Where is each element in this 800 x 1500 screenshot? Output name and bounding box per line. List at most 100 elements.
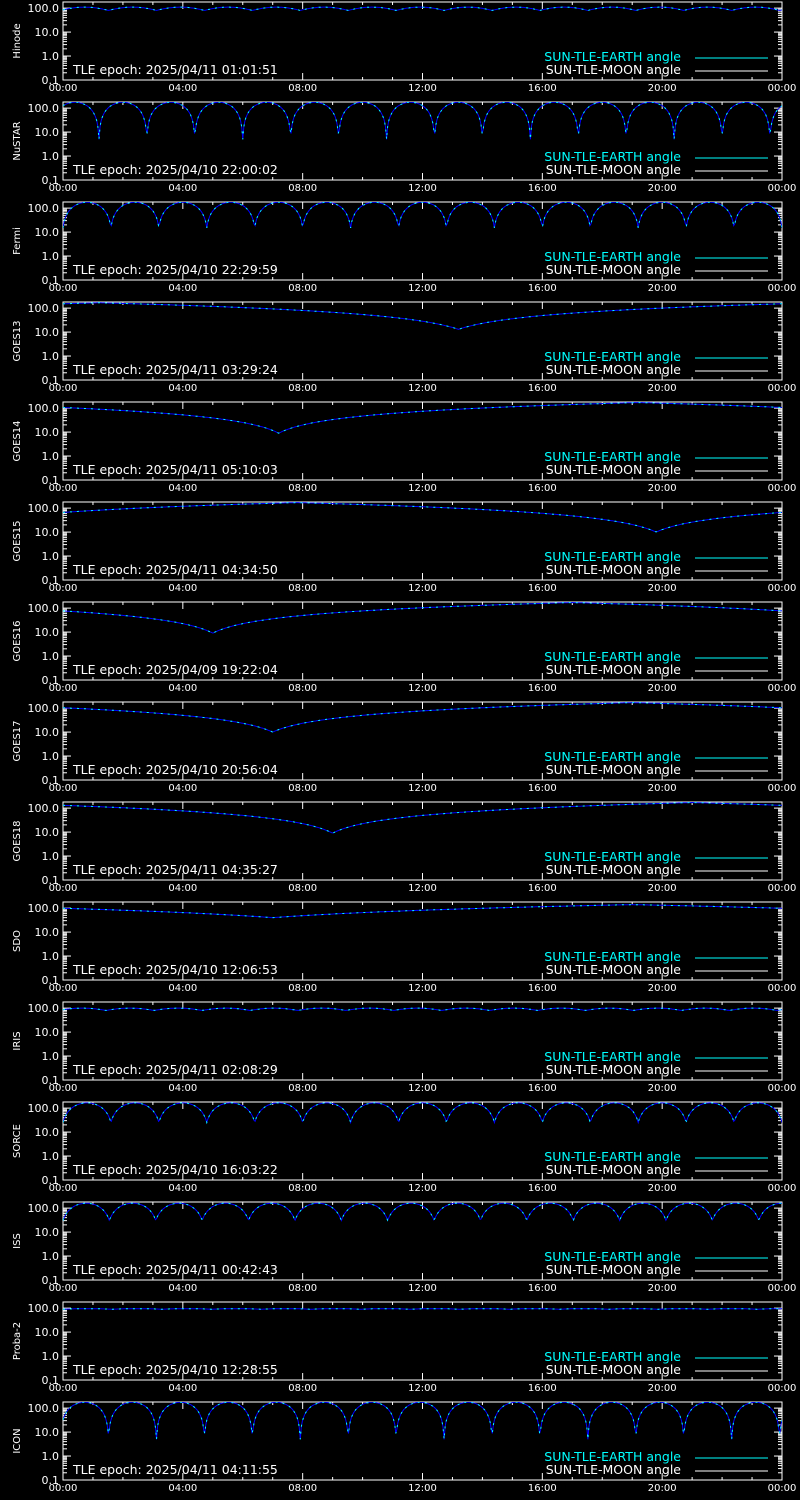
x-tick-label: 12:00 xyxy=(408,983,437,994)
y-tick-label: 0.1 xyxy=(42,1374,60,1387)
y-tick-label: 0.1 xyxy=(42,1074,60,1087)
sun-tle-earth-angle-line xyxy=(63,1402,782,1440)
x-tick-label: 04:00 xyxy=(168,783,197,794)
y-tick-label: 1.0 xyxy=(42,650,60,663)
x-tick-label: 20:00 xyxy=(648,483,677,494)
legend-earth-label: SUN-TLE-EARTH angle xyxy=(544,449,681,464)
x-tick-label: 04:00 xyxy=(168,83,197,94)
legend-moon-label: SUN-TLE-MOON angle xyxy=(546,562,682,577)
x-tick-label: 00:00 xyxy=(768,983,797,994)
y-tick-label: 10.0 xyxy=(35,726,60,739)
x-tick-label: 00:00 xyxy=(768,1183,797,1194)
y-tick-label: 0.1 xyxy=(42,974,60,987)
y-tick-label: 10.0 xyxy=(35,226,60,239)
y-tick-label: 10.0 xyxy=(35,826,60,839)
satellite-label: GOES13 xyxy=(12,320,23,361)
x-tick-label: 08:00 xyxy=(288,1483,317,1494)
tle-epoch-text: TLE epoch: 2025/04/11 02:08:29 xyxy=(72,1062,278,1077)
x-tick-label: 00:00 xyxy=(768,1383,797,1394)
x-tick-label: 00:00 xyxy=(49,1283,78,1294)
x-tick-label: 20:00 xyxy=(648,583,677,594)
legend-moon-label: SUN-TLE-MOON angle xyxy=(546,162,682,177)
x-tick-label: 04:00 xyxy=(168,583,197,594)
x-tick-label: 00:00 xyxy=(49,383,78,394)
y-tick-label: 100.0 xyxy=(28,102,60,115)
satellite-label: GOES15 xyxy=(12,520,23,561)
x-tick-label: 16:00 xyxy=(528,383,557,394)
legend-moon-label: SUN-TLE-MOON angle xyxy=(546,1362,682,1377)
satellite-label: GOES16 xyxy=(12,620,23,661)
y-tick-label: 0.1 xyxy=(42,874,60,887)
satellite-label: Fermi xyxy=(12,227,23,255)
x-tick-label: 04:00 xyxy=(168,1183,197,1194)
x-tick-label: 16:00 xyxy=(528,1383,557,1394)
y-tick-label: 0.1 xyxy=(42,1174,60,1187)
tle-epoch-text: TLE epoch: 2025/04/09 19:22:04 xyxy=(72,662,278,677)
x-tick-label: 08:00 xyxy=(288,583,317,594)
y-tick-label: 1.0 xyxy=(42,350,60,363)
y-tick-label: 0.1 xyxy=(42,274,60,287)
tle-epoch-text: TLE epoch: 2025/04/11 01:01:51 xyxy=(72,62,278,77)
y-tick-label: 10.0 xyxy=(35,526,60,539)
x-tick-label: 12:00 xyxy=(408,583,437,594)
satellite-panel-hinode: 100.010.01.00.100:00 04:00 08:00 12:00 16:00… xyxy=(12,1,796,94)
x-tick-label: 08:00 xyxy=(288,1183,317,1194)
x-tick-label: 12:00 xyxy=(408,1283,437,1294)
sun-tle-earth-angle-highlight xyxy=(63,6,782,11)
y-tick-label: 1.0 xyxy=(42,1050,60,1063)
x-tick-label: 16:00 xyxy=(528,183,557,194)
x-tick-label: 16:00 xyxy=(528,283,557,294)
x-tick-label: 08:00 xyxy=(288,383,317,394)
legend-moon-label: SUN-TLE-MOON angle xyxy=(546,1262,682,1277)
satellite-panel-iris: 100.010.01.00.100:00 04:00 08:00 12:00 16:00… xyxy=(12,1001,797,1094)
y-tick-label: 100.0 xyxy=(28,1002,60,1015)
sun-tle-earth-angle-highlight xyxy=(63,1007,782,1011)
y-tick-label: 0.1 xyxy=(42,474,60,487)
x-tick-label: 00:00 xyxy=(768,683,797,694)
x-tick-label: 12:00 xyxy=(408,683,437,694)
tle-epoch-text: TLE epoch: 2025/04/10 16:03:22 xyxy=(72,1162,278,1177)
legend-earth-label: SUN-TLE-EARTH angle xyxy=(544,649,681,664)
x-tick-label: 08:00 xyxy=(288,883,317,894)
satellite-panel-proba-2: 100.010.01.00.100:00 04:00 08:00 12:00 16:00… xyxy=(12,1301,797,1394)
y-tick-label: 100.0 xyxy=(28,1402,60,1415)
y-tick-label: 1.0 xyxy=(42,250,60,263)
legend-earth-label: SUN-TLE-EARTH angle xyxy=(544,1149,681,1164)
sun-tle-earth-angle-line xyxy=(63,102,782,140)
legend-moon-label: SUN-TLE-MOON angle xyxy=(546,1462,682,1477)
x-tick-label: 20:00 xyxy=(648,683,677,694)
x-tick-label: 00:00 xyxy=(49,1383,78,1394)
legend-earth-label: SUN-TLE-EARTH angle xyxy=(544,949,681,964)
x-tick-label: 00:00 xyxy=(49,983,78,994)
x-tick-label: 00:00 xyxy=(768,1083,797,1094)
y-tick-label: 1.0 xyxy=(42,50,60,63)
y-tick-label: 100.0 xyxy=(28,602,60,615)
x-tick-label: 00:00 xyxy=(49,1183,78,1194)
x-tick-label: 08:00 xyxy=(288,283,317,294)
y-tick-label: 1.0 xyxy=(42,150,60,163)
tle-epoch-text: TLE epoch: 2025/04/10 12:06:53 xyxy=(72,962,278,977)
x-tick-label: 00:00 xyxy=(768,383,797,394)
x-tick-label: 16:00 xyxy=(528,783,557,794)
x-tick-label: 08:00 xyxy=(288,83,317,94)
y-tick-label: 0.1 xyxy=(42,374,60,387)
x-tick-label: 20:00 xyxy=(648,883,677,894)
sun-tle-earth-angle-highlight xyxy=(63,602,782,634)
y-tick-label: 0.1 xyxy=(42,574,60,587)
x-tick-label: 00:00 xyxy=(49,83,78,94)
satellite-label: Hinode xyxy=(12,23,23,58)
y-tick-label: 100.0 xyxy=(28,302,60,315)
satellite-label: ISS xyxy=(12,1233,23,1249)
x-tick-label: 20:00 xyxy=(648,1383,677,1394)
y-tick-label: 0.1 xyxy=(42,1474,60,1487)
sun-tle-earth-angle-highlight xyxy=(63,802,782,834)
tle-epoch-text: TLE epoch: 2025/04/10 12:28:55 xyxy=(72,1362,278,1377)
x-tick-label: 16:00 xyxy=(528,683,557,694)
x-tick-label: 16:00 xyxy=(528,83,557,94)
